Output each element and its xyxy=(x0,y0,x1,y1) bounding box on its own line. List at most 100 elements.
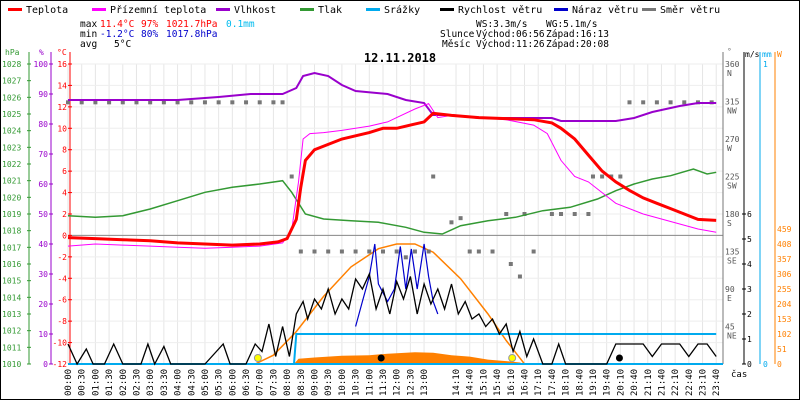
wind-direction-point xyxy=(517,274,522,279)
wind-gust-stat: WG:5.1m/s xyxy=(546,19,597,30)
temperature-tick-label: 10 xyxy=(57,124,67,133)
humidity-tick-label: 60 xyxy=(38,180,48,189)
humidity-tick-label: 80 xyxy=(38,120,48,129)
x-tick-label: 09:30 xyxy=(324,369,334,396)
x-tick-label: 08:00 xyxy=(283,369,293,396)
stats-panel: max 11.4°C 97% 1021.7hPa 0.1mm min -1.2°… xyxy=(80,19,609,50)
x-tick-label: 18:40 xyxy=(575,369,585,396)
direction-tick-label: 90 xyxy=(725,285,735,294)
wind-direction-point xyxy=(202,100,207,105)
temperature-tick-label: -12 xyxy=(53,360,68,369)
pressure-tick-label: 1015 xyxy=(2,277,21,286)
pressure-tick-label: 1027 xyxy=(2,77,21,86)
temperature-tick-label: -8 xyxy=(57,317,67,326)
direction-compass-label: SE xyxy=(727,257,737,266)
wind-speed-stat: WS:3.3m/s xyxy=(476,19,527,30)
pressure-tick-label: 1022 xyxy=(2,160,21,169)
x-tick-label: 22:10 xyxy=(671,369,681,396)
pressure-tick-label: 1024 xyxy=(2,127,21,136)
wind-direction-point xyxy=(654,100,659,105)
humidity-tick-label: 90 xyxy=(38,90,48,99)
pressure-unit: hPa xyxy=(5,48,20,57)
solar-measured-area xyxy=(293,352,525,364)
wind-direction-point xyxy=(353,249,358,254)
x-tick-label: 20:10 xyxy=(616,369,626,396)
chart-title: 12.11.2018 xyxy=(364,51,436,65)
wind-direction-point xyxy=(590,174,595,179)
wind-direction-point xyxy=(380,249,385,254)
wind-direction-point xyxy=(257,100,262,105)
wind-unit: m/s xyxy=(745,50,760,59)
pressure-tick-label: 1013 xyxy=(2,310,21,319)
x-tick-label: 00:30 xyxy=(78,369,88,396)
solar-tick-label: 255 xyxy=(777,285,792,294)
temperature-line xyxy=(67,111,717,247)
solar-tick-label: 408 xyxy=(777,240,792,249)
x-tick-label: 15:10 xyxy=(479,369,489,396)
x-tick-label: 07:00 xyxy=(256,369,266,396)
direction-compass-label: N xyxy=(727,69,732,78)
pressure-tick-label: 1026 xyxy=(2,93,21,102)
wind-direction-point xyxy=(230,100,235,105)
x-tick-label: 21:10 xyxy=(644,369,654,396)
wind-gust-line xyxy=(355,243,439,327)
humidity-tick-label: 40 xyxy=(38,240,48,249)
wind-tick-label: 0 xyxy=(747,360,752,369)
solar-tick-label: 459 xyxy=(777,225,792,234)
solar-tick-label: 153 xyxy=(777,315,792,324)
x-tick-label: 01:30 xyxy=(105,369,115,396)
wind-direction-point xyxy=(559,212,564,216)
wind-tick-label: 3 xyxy=(747,285,752,294)
wind-direction-point xyxy=(339,249,344,254)
pressure-tick-label: 1016 xyxy=(2,260,21,269)
legend: Teplota Přízemní teplota Vlhkost Tlak Srážky… xyxy=(8,4,720,16)
legend-label: Srážky xyxy=(384,4,420,16)
x-tick-label: 12:00 xyxy=(393,369,403,396)
direction-unit: ° xyxy=(727,47,732,56)
legend-swatch-1 xyxy=(92,8,106,11)
wind-direction-point xyxy=(134,100,139,105)
min-humidity: 80% xyxy=(141,29,158,40)
x-tick-label: 17:10 xyxy=(534,369,544,396)
wind-direction-point xyxy=(522,212,527,216)
wind-tick-label: 5 xyxy=(747,235,752,244)
wind-direction-point xyxy=(682,100,687,105)
direction-compass-label: W xyxy=(727,144,732,153)
solar-unit: W xyxy=(777,50,782,59)
min-pressure: 1017.8hPa xyxy=(166,29,217,40)
wind-direction-point xyxy=(189,100,194,105)
humidity-tick-label: 10 xyxy=(38,330,48,339)
solar-tick-label: 102 xyxy=(777,330,792,339)
pressure-tick-label: 1010 xyxy=(2,360,21,369)
wind-direction-point xyxy=(394,249,399,254)
legend-label: Rychlost větru xyxy=(458,4,542,16)
wind-tick-label: 2 xyxy=(747,310,752,319)
moon-label: Měsíc xyxy=(442,39,471,50)
wind-direction-point xyxy=(476,249,481,254)
direction-compass-label: NW xyxy=(727,107,737,116)
direction-tick-label: 135 xyxy=(725,248,740,257)
direction-tick-label: 180 xyxy=(725,210,740,219)
axes: 00:00 00:30 01:00 01:30 02:00 02:30 03:00 03:30… xyxy=(2,47,792,396)
temperature-tick-label: 0 xyxy=(62,231,67,240)
moonset-time: Západ:20:08 xyxy=(546,39,609,50)
x-tick-label: 01:00 xyxy=(91,369,101,396)
x-tick-label: 12:30 xyxy=(406,369,416,396)
wind-tick-label: 4 xyxy=(747,260,752,269)
solar-tick-label: 204 xyxy=(777,300,792,309)
solar-tick-label: 51 xyxy=(777,345,787,354)
direction-tick-label: 270 xyxy=(725,135,740,144)
moonrise-marker xyxy=(377,354,385,362)
x-tick-label: 13:00 xyxy=(420,369,430,396)
x-tick-label: 19:10 xyxy=(589,369,599,396)
wind-speed-line xyxy=(67,271,717,366)
legend-label: Tlak xyxy=(318,5,342,16)
max-temp: 11.4°C xyxy=(100,19,134,30)
x-tick-label: 07:30 xyxy=(269,369,279,396)
x-tick-label: 23:40 xyxy=(712,369,722,396)
wind-direction-point xyxy=(289,174,294,179)
temperature-tick-label: -4 xyxy=(57,274,67,283)
wind-direction-point xyxy=(449,220,454,225)
pressure-tick-label: 1028 xyxy=(2,60,21,69)
